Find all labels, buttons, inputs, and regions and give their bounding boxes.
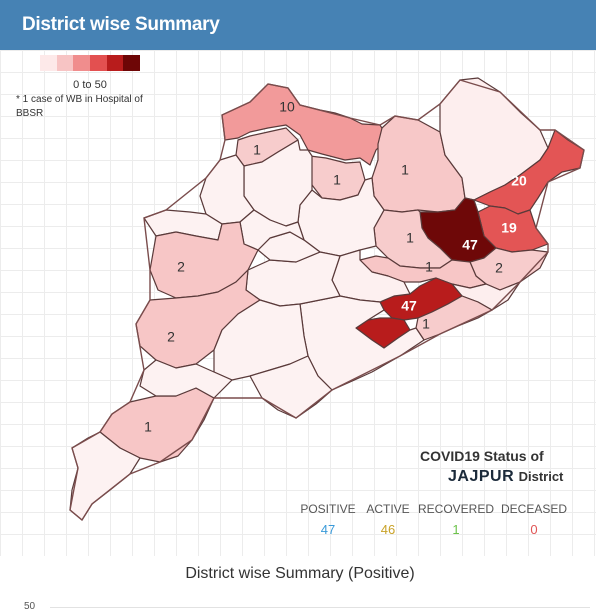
- legend-swatch: [123, 55, 141, 71]
- district-label: 20: [511, 173, 527, 189]
- district-label: 2: [177, 259, 185, 275]
- district-label: 1: [333, 172, 341, 188]
- legend-range: 0 to 50: [73, 79, 107, 91]
- legend-swatch: [90, 55, 107, 71]
- district-label: 1: [425, 259, 433, 275]
- district-label: 47: [462, 237, 478, 253]
- stat-deceased: DECEASED 0: [500, 502, 568, 537]
- gridline: [50, 607, 590, 608]
- stat-recovered-value: 1: [452, 522, 460, 537]
- district-label: 1: [422, 316, 430, 332]
- district-label: 10: [279, 99, 295, 115]
- stat-deceased-label: DECEASED: [500, 502, 568, 516]
- district-label: 2: [495, 260, 503, 276]
- stat-active: ACTIVE 46: [364, 502, 412, 537]
- page-title: District wise Summary: [22, 14, 220, 35]
- stat-active-value: 46: [380, 522, 396, 537]
- status-district: JAJPUR District: [448, 468, 563, 486]
- district-label: 1: [401, 162, 409, 178]
- legend: [40, 55, 141, 71]
- stat-active-label: ACTIVE: [366, 502, 410, 516]
- legend-swatch: [40, 55, 57, 71]
- stat-deceased-value: 0: [530, 522, 538, 537]
- legend-swatch: [106, 55, 124, 71]
- chart-title: District wise Summary (Positive): [185, 565, 415, 582]
- legend-note: * 1 case of WB in Hospital of BBSR: [16, 94, 143, 119]
- stat-recovered: RECOVERED 1: [418, 502, 494, 537]
- stat-positive: POSITIVE 47: [300, 502, 356, 537]
- stat-positive-value: 47: [320, 522, 336, 537]
- stat-recovered-label: RECOVERED: [418, 502, 495, 516]
- header-bar: District wise Summary: [0, 0, 596, 50]
- district-map: 10 1 1 1 20 1 47 19 2 1 2 47 1 2 1: [69, 77, 585, 522]
- district-label: 2: [167, 329, 175, 345]
- status-district-name: JAJPUR: [448, 468, 515, 485]
- district-nabarangpur[interactable]: [139, 359, 233, 399]
- stat-positive-label: POSITIVE: [300, 502, 356, 516]
- legend-swatch: [73, 55, 91, 71]
- district-rayagada[interactable]: [213, 299, 309, 381]
- status-district-suffix: District: [518, 469, 564, 484]
- y-axis-tick: 50: [24, 601, 36, 612]
- district-label: 1: [253, 142, 261, 158]
- district-label: 47: [401, 298, 417, 314]
- state-border-outline: [69, 79, 585, 522]
- status-title: COVID19 Status of: [420, 448, 544, 464]
- district-label: 19: [501, 220, 517, 236]
- legend-color-scale: [40, 55, 141, 71]
- district-label: 1: [406, 230, 414, 246]
- legend-swatch: [56, 55, 74, 71]
- district-label: 1: [144, 419, 152, 435]
- district-bolangir[interactable]: [149, 221, 259, 299]
